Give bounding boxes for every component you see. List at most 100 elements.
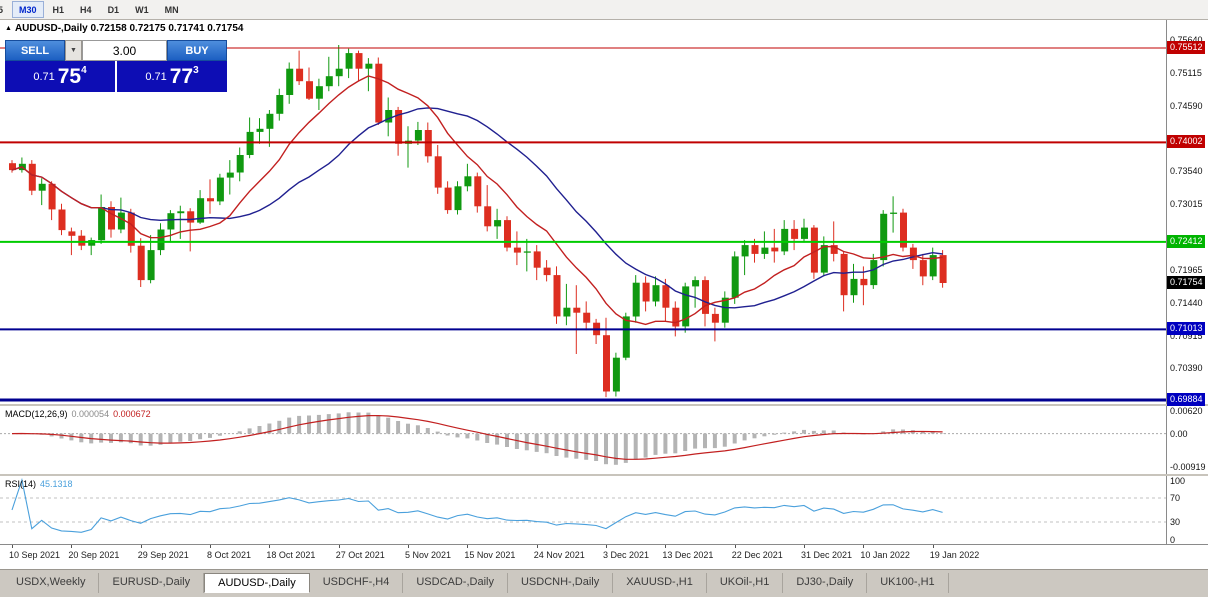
chart-tab-audusd-daily[interactable]: AUDUSD-,Daily: [204, 573, 310, 593]
rsi-panel: 100 70 30 0 RSI(14) 45.1318: [0, 474, 1208, 545]
axis-tick: 0.73540: [1170, 166, 1203, 177]
buy-price-pipette: 3: [193, 65, 199, 76]
buy-price-display[interactable]: 0.71 77 3: [117, 61, 227, 92]
timeframe-button-m30[interactable]: M30: [12, 1, 44, 18]
chart-title: ▲ AUDUSD-,Daily 0.72158 0.72175 0.71741 0…: [5, 23, 243, 34]
axis-tick: 100: [1170, 476, 1186, 486]
date-label: 18 Oct 2021: [266, 550, 316, 560]
axis-tick: 0.71440: [1170, 297, 1203, 308]
macd-axis: 0.00620 0.00 -0.00919: [1166, 406, 1208, 474]
axis-tick: 0.73015: [1170, 199, 1203, 210]
chart-symbol: AUDUSD-,Daily: [14, 23, 88, 34]
chart-tab-uk100-h1[interactable]: UK100-,H1: [867, 573, 949, 593]
timeframe-button-h4[interactable]: H4: [73, 1, 99, 18]
price-chart-plot[interactable]: [0, 20, 1166, 404]
timeframe-button-d1[interactable]: D1: [101, 1, 127, 18]
timeframe-button-h1[interactable]: H1: [46, 1, 72, 18]
axis-tick: 0.75640: [1170, 34, 1203, 45]
main-chart-panel: 0.75640 0.75115 0.74590 0.73540 0.73015 0.719…: [0, 20, 1208, 406]
price-badge: 0.71013: [1167, 322, 1205, 336]
price-badge: 0.69884: [1167, 392, 1205, 406]
rsi-name: RSI(14): [5, 479, 37, 489]
date-label: 19 Jan 2022: [929, 550, 980, 560]
time-tick: [863, 545, 865, 548]
macd-plot[interactable]: [0, 406, 1166, 474]
rsi-axis: 100 70 30 0: [1166, 476, 1208, 545]
timeframe-button-5[interactable]: 5: [0, 1, 10, 18]
price-badge: 0.71754: [1167, 276, 1205, 290]
date-label: 10 Sep 2021: [9, 550, 61, 560]
buy-price-big: 77: [169, 65, 194, 88]
axis-tick: 0.00620: [1170, 406, 1203, 416]
rsi-value: 45.1318: [40, 479, 73, 489]
chart-tab-dj30-daily[interactable]: DJ30-,Daily: [783, 573, 868, 593]
date-label: 15 Nov 2021: [464, 550, 516, 560]
chart-tab-xauusd-h1[interactable]: XAUUSD-,H1: [613, 573, 707, 593]
volume-input[interactable]: [82, 40, 167, 61]
macd-label: MACD(12,26,9) 0.000054 0.000672: [5, 409, 155, 419]
date-label: 10 Jan 2022: [860, 550, 910, 560]
chart-tab-usdx-weekly[interactable]: USDX,Weekly: [3, 573, 100, 593]
axis-tick: 0.70915: [1170, 330, 1203, 341]
sell-price-big: 75: [57, 65, 82, 88]
time-tick: [467, 545, 469, 548]
axis-tick: 0.70390: [1170, 363, 1203, 374]
volume-dropdown-button[interactable]: ▼: [65, 40, 82, 61]
time-tick: [734, 545, 736, 548]
date-label: 22 Dec 2021: [731, 550, 783, 560]
time-tick: [210, 545, 211, 548]
sell-price-display[interactable]: 0.71 75 4: [5, 61, 115, 92]
axis-tick: 0: [1170, 535, 1176, 545]
chart-ohlc: 0.72158 0.72175 0.71741 0.71754: [90, 23, 244, 34]
macd-panel: 0.00620 0.00 -0.00919 MACD(12,26,9) 0.00005…: [0, 404, 1208, 474]
axis-tick: 30: [1170, 517, 1181, 527]
timeframe-button-w1[interactable]: W1: [128, 1, 156, 18]
macd-signal-value: 0.000672: [113, 409, 151, 419]
macd-name: MACD(12,26,9): [5, 409, 68, 419]
date-label: 24 Nov 2021: [533, 550, 585, 560]
chevron-down-icon: ▼: [70, 47, 77, 54]
time-tick: [140, 545, 142, 548]
sell-price-prefix: 0.71: [33, 70, 55, 83]
sell-price-pipette: 4: [81, 65, 87, 76]
time-tick: [536, 545, 538, 548]
buy-button[interactable]: BUY: [167, 40, 227, 61]
time-tick: [804, 545, 805, 548]
price-axis: 0.75640 0.75115 0.74590 0.73540 0.73015 0.719…: [1166, 20, 1208, 406]
time-tick: [606, 545, 607, 548]
timeframe-button-mn[interactable]: MN: [158, 1, 186, 18]
time-tick: [338, 545, 340, 548]
chart-tab-ukoil-h1[interactable]: UKOil-,H1: [707, 573, 784, 593]
axis-tick: 70: [1170, 493, 1181, 503]
axis-tick: 0.74590: [1170, 100, 1203, 111]
buy-price-prefix: 0.71: [145, 70, 167, 83]
date-label: 13 Dec 2021: [662, 550, 714, 560]
axis-tick: 0.00: [1170, 428, 1188, 439]
macd-main-value: 0.000054: [71, 409, 110, 419]
timeframe-toolbar: 5M30H1H4D1W1MN: [0, 0, 1208, 20]
date-label: 3 Dec 2021: [603, 550, 650, 560]
sell-button[interactable]: SELL: [5, 40, 65, 61]
price-badge: 0.75512: [1167, 40, 1205, 54]
axis-tick: -0.00919: [1170, 462, 1206, 473]
chart-tab-usdcad-daily[interactable]: USDCAD-,Daily: [403, 573, 508, 593]
time-tick: [12, 545, 13, 548]
chart-tabs: USDX,Weekly EURUSD-,Daily AUDUSD-,Daily USD…: [0, 569, 1208, 597]
chart-tab-usdchf-h4[interactable]: USDCHF-,H4: [310, 573, 404, 593]
date-label: 8 Oct 2021: [207, 550, 252, 560]
time-tick: [932, 545, 934, 548]
one-click-toggle-icon[interactable]: ▲: [5, 25, 12, 32]
chart-tab-eurusd-daily[interactable]: EURUSD-,Daily: [99, 573, 205, 593]
price-badge: 0.72412: [1167, 234, 1205, 248]
time-tick: [665, 545, 667, 548]
chart-tab-usdcnh-daily[interactable]: USDCNH-,Daily: [508, 573, 614, 593]
price-badge: 0.74002: [1167, 135, 1205, 149]
rsi-label: RSI(14) 45.1318: [5, 479, 77, 489]
time-tick: [71, 545, 73, 548]
date-label: 29 Sep 2021: [137, 550, 189, 560]
rsi-plot[interactable]: [0, 476, 1166, 544]
date-label: 27 Oct 2021: [335, 550, 385, 560]
time-tick: [408, 545, 409, 548]
